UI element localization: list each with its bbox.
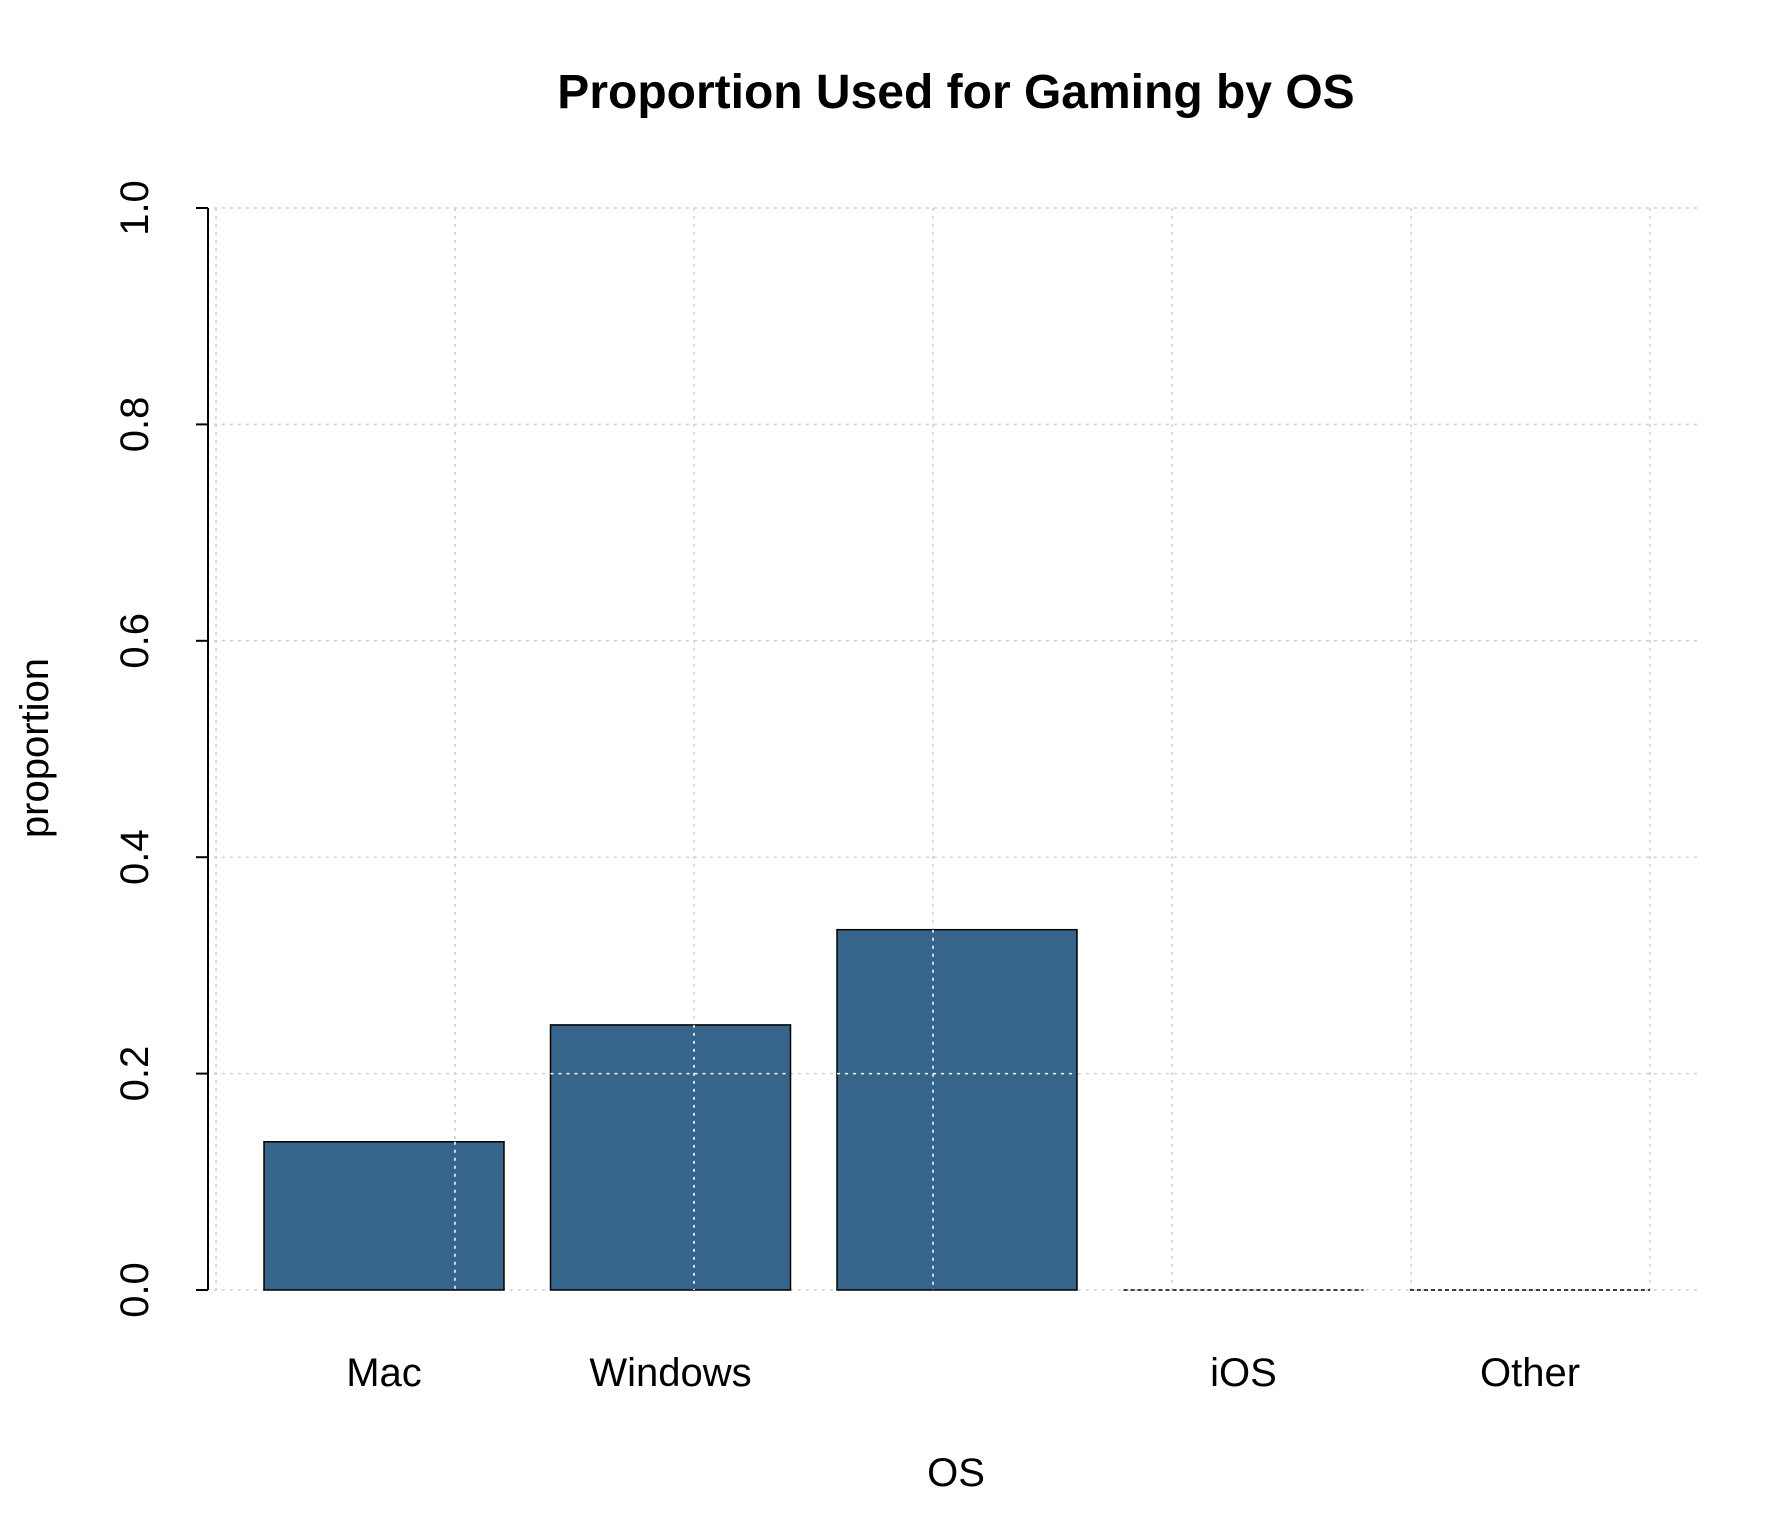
bars	[263, 928, 1650, 1291]
x-tick-label: Mac	[346, 1351, 422, 1395]
y-tick-label: 0.0	[113, 1262, 157, 1318]
bar	[836, 928, 1078, 1291]
y-axis-label: proportion	[13, 658, 57, 838]
y-tick-label: 0.6	[113, 613, 157, 669]
x-tick-labels: Mac Windows iOS Other	[346, 1351, 1580, 1395]
y-axis: 0.0 0.2 0.4 0.6 0.8 1.0	[113, 180, 209, 1318]
x-tick-label: Other	[1480, 1351, 1580, 1395]
y-tick-label: 0.2	[113, 1046, 157, 1102]
bar	[549, 1024, 792, 1291]
x-tick-label: Windows	[589, 1351, 751, 1395]
y-tick-label: 0.4	[113, 829, 157, 885]
chart-title: Proportion Used for Gaming by OS	[557, 66, 1354, 119]
bar	[263, 1141, 505, 1291]
x-axis-label: OS	[927, 1451, 985, 1495]
x-tick-label: iOS	[1210, 1351, 1277, 1395]
y-tick-label: 0.8	[113, 397, 157, 453]
y-tick-label: 1.0	[113, 180, 157, 236]
